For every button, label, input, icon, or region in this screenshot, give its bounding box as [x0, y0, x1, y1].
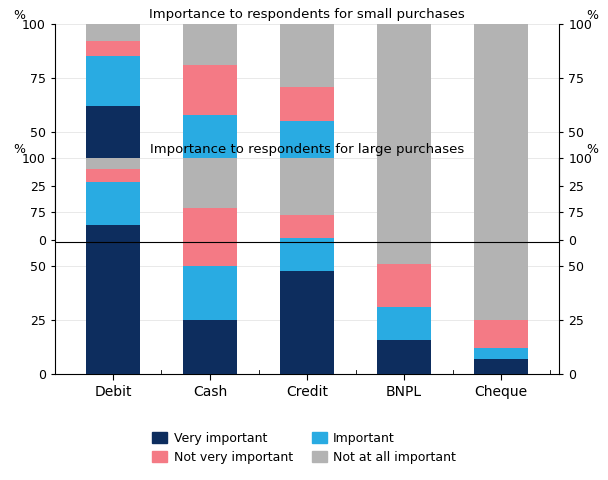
Bar: [86, 106, 140, 240]
Bar: [86, 158, 140, 169]
Bar: [474, 24, 528, 201]
Bar: [474, 223, 528, 229]
Text: %: %: [13, 9, 26, 22]
Bar: [86, 169, 140, 182]
Text: %: %: [13, 143, 26, 156]
Bar: [378, 218, 431, 240]
Bar: [378, 158, 431, 264]
Text: %: %: [586, 9, 598, 22]
Bar: [183, 208, 237, 266]
Bar: [378, 340, 431, 374]
Bar: [474, 348, 528, 359]
Bar: [280, 158, 334, 215]
Bar: [86, 24, 140, 41]
Bar: [86, 182, 140, 226]
Text: %: %: [586, 143, 598, 156]
Bar: [474, 158, 528, 321]
Bar: [378, 24, 431, 164]
Bar: [280, 238, 334, 271]
Bar: [280, 24, 334, 86]
Bar: [280, 173, 334, 240]
Bar: [183, 266, 237, 321]
Bar: [474, 321, 528, 348]
Bar: [183, 115, 237, 169]
Title: Importance to respondents for small purchases: Importance to respondents for small purc…: [149, 9, 465, 22]
Bar: [378, 264, 431, 308]
Bar: [183, 65, 237, 115]
Bar: [183, 321, 237, 374]
Bar: [183, 169, 237, 240]
Bar: [474, 201, 528, 223]
Bar: [280, 121, 334, 173]
Bar: [280, 271, 334, 374]
Bar: [280, 86, 334, 121]
Bar: [183, 158, 237, 208]
Bar: [86, 226, 140, 374]
Bar: [474, 359, 528, 374]
Bar: [378, 164, 431, 192]
Bar: [86, 41, 140, 56]
Bar: [378, 192, 431, 218]
Bar: [183, 24, 237, 65]
Legend: Very important, Not very important, Important, Not at all important: Very important, Not very important, Impo…: [147, 427, 461, 469]
Bar: [280, 215, 334, 238]
Bar: [86, 56, 140, 106]
Bar: [378, 308, 431, 340]
Title: Importance to respondents for large purchases: Importance to respondents for large purc…: [150, 143, 464, 156]
Bar: [474, 229, 528, 240]
